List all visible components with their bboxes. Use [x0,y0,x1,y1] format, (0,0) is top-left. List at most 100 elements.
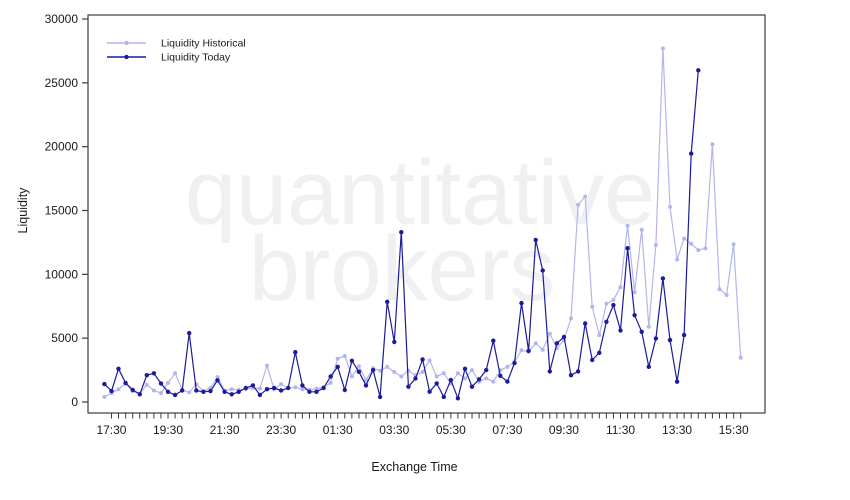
data-point [194,388,199,393]
data-point [689,151,694,156]
data-point [533,341,538,346]
x-tick-label: 13:30 [662,423,692,437]
data-point [540,268,545,273]
data-point [569,316,573,321]
data-point [512,360,517,366]
data-point [109,388,114,394]
data-point [653,243,658,247]
data-point [696,68,701,73]
data-point [625,223,630,228]
data-point [639,329,644,334]
data-point [547,369,552,374]
data-point [116,387,121,392]
data-point [484,376,489,381]
data-point [519,348,524,353]
data-point [335,356,340,361]
series-liquidity-historical [102,46,743,399]
data-point [130,387,135,393]
data-point [123,380,128,386]
data-point [731,242,736,247]
data-point [144,373,149,378]
data-point [491,338,496,343]
x-axis-title: Exchange Time [371,460,457,474]
data-point [505,379,510,384]
data-point [575,369,581,374]
data-point [618,328,623,333]
x-tick-label: 01:30 [323,423,353,437]
data-point [335,364,340,369]
data-point [590,304,595,309]
data-point [639,227,644,232]
data-point [611,297,616,302]
data-point [385,364,390,369]
data-point [597,333,602,338]
data-point [208,388,213,394]
data-point [172,392,178,398]
data-point [250,383,256,388]
data-point [293,385,298,390]
data-point [406,384,411,389]
x-tick-label: 21:30 [210,423,240,437]
legend-label: Liquidity Today [161,52,231,64]
data-point [165,389,171,394]
data-point [420,357,425,362]
data-point [349,374,354,379]
legend-marker [124,54,129,60]
data-point [660,46,665,51]
data-point [342,354,347,358]
data-point [646,324,651,329]
y-axis: 0 5000 10000 15000 20000 25000 30000 Liquidity [16,12,88,409]
data-point [653,336,659,341]
data-point [682,236,687,241]
data-point [236,389,241,394]
data-point [229,392,234,397]
data-point [738,355,743,360]
data-point [576,202,581,207]
data-point [689,241,694,246]
data-point [667,337,673,343]
data-point [583,321,588,326]
data-point [342,387,347,393]
x-tick-label: 03:30 [379,423,409,437]
data-point [307,389,312,394]
data-point [463,376,467,381]
legend-item-today: Liquidity Today [107,52,231,64]
data-point [469,384,475,389]
data-point [116,366,121,371]
data-point [158,381,164,386]
plot-box [87,14,766,414]
x-tick-label: 07:30 [492,423,522,437]
data-point [703,246,708,251]
data-point [427,389,432,394]
data-point [257,392,263,398]
data-point [229,387,234,392]
data-point [611,302,616,308]
legend: Liquidity Historical Liquidity Today [107,38,246,64]
data-point [187,390,192,395]
y-tick-label: 10000 [45,267,79,281]
data-point [434,381,439,386]
data-point [364,378,368,383]
data-point [455,371,460,376]
series-liquidity-today [102,68,701,401]
data-point [597,350,602,355]
data-point [660,276,666,281]
data-point [378,368,383,373]
x-tick-label: 17:30 [96,423,126,437]
data-point [363,383,369,388]
data-point [349,358,355,363]
data-point [540,347,545,352]
data-point [399,374,404,379]
data-point [392,339,397,345]
y-axis-title: Liquidity [16,187,30,234]
y-tick-label: 0 [71,395,78,409]
data-point [102,394,107,399]
data-point [484,367,489,373]
data-point [554,341,560,346]
data-point [632,313,637,318]
data-point [151,388,156,393]
y-tick-label: 20000 [45,140,79,154]
x-tick-label: 23:30 [266,423,296,437]
data-point [377,394,383,400]
